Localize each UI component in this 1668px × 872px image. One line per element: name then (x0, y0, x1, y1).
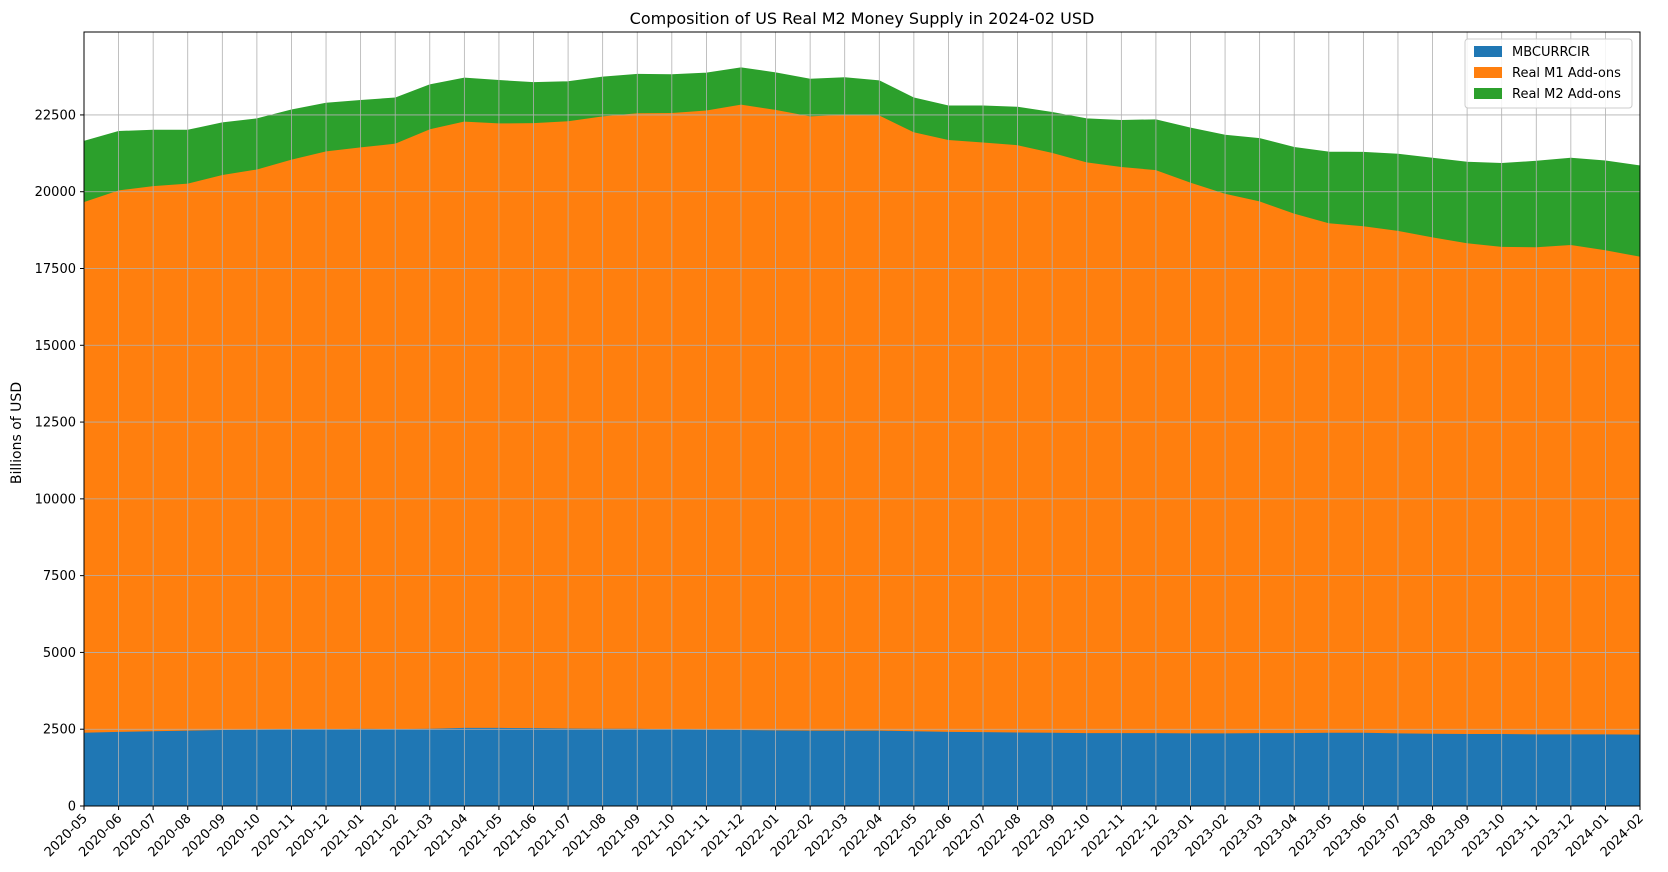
y-tick-label: 0 (68, 800, 76, 815)
y-tick-label: 5000 (43, 646, 76, 661)
y-tick-label: 7500 (43, 569, 76, 584)
y-axis-ticks: 0 2500 5000 7500 10000 12500 15000 17500 20000 22… (35, 108, 84, 815)
y-axis-label: Billions of USD (9, 382, 25, 484)
legend-label: Real M2 Add-ons (1512, 87, 1621, 102)
series-areas (83, 67, 1641, 807)
y-tick-label: 10000 (35, 492, 76, 507)
legend-box (1464, 38, 1633, 109)
y-tick-label: 17500 (35, 262, 76, 277)
y-tick-label: 22500 (35, 108, 76, 123)
legend-swatch (1474, 67, 1502, 78)
chart-title: Composition of US Real M2 Money Supply i… (630, 9, 1095, 28)
x-axis-ticks: 2020-052020-062020-072020-082020-092020-… (42, 806, 1647, 860)
y-tick-label: 20000 (35, 185, 76, 200)
legend-label: Real M1 Add-ons (1512, 66, 1621, 81)
y-tick-label: 12500 (35, 416, 76, 431)
legend-swatch (1474, 88, 1502, 99)
legend-swatch (1474, 46, 1502, 57)
legend-label: MBCURRCIR (1512, 45, 1590, 60)
plot-frame (83, 31, 1641, 807)
y-tick-label: 15000 (35, 339, 76, 354)
y-tick-label: 2500 (43, 723, 76, 738)
legend: MBCURRCIR Real M1 Add-ons Real M2 Add-ons (1464, 38, 1633, 109)
series-area-1 (83, 726, 1641, 807)
